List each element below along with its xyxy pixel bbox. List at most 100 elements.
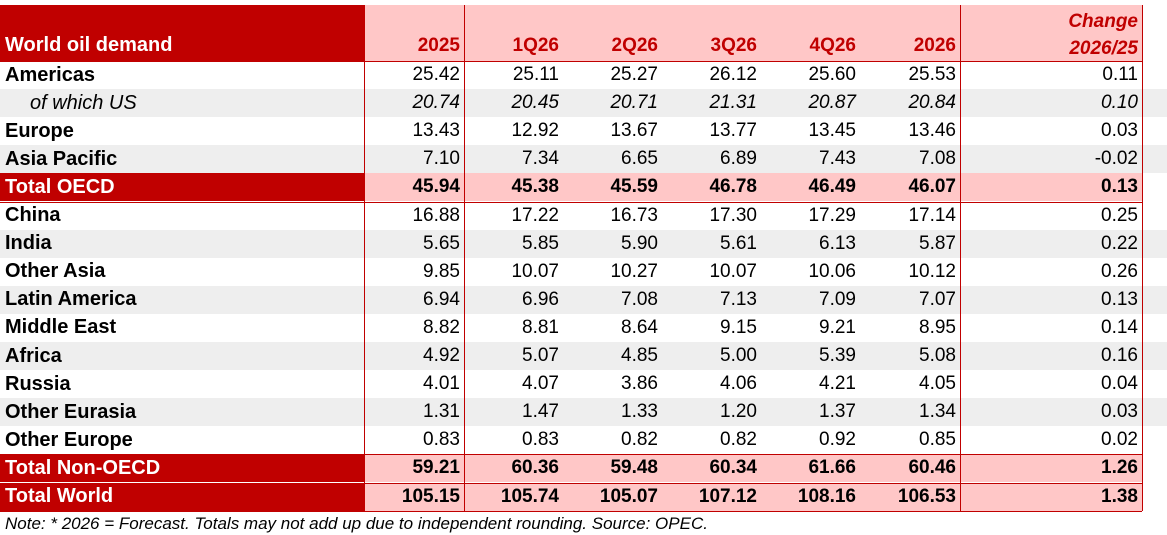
change-cell: 0.04 xyxy=(1101,373,1138,395)
value-cell: 17.29 xyxy=(808,204,856,226)
table-total-row: Total OECD 45.94 45.38 45.59 46.78 46.49 46.07… xyxy=(0,173,1167,202)
value-cell: 0.85 xyxy=(919,429,956,451)
value-cell: 0.82 xyxy=(720,429,757,451)
value-cell: 8.64 xyxy=(621,316,658,338)
grid-hline xyxy=(0,510,1142,512)
row-label: Asia Pacific xyxy=(5,147,118,170)
change-cell: 0.03 xyxy=(1101,120,1138,142)
header-background xyxy=(364,5,1142,61)
table-row: of which US 20.74 20.45 20.71 21.31 20.87 20.8… xyxy=(0,89,1167,118)
row-label: Americas xyxy=(5,63,96,86)
grid-vline xyxy=(960,5,961,511)
value-cell: 4.92 xyxy=(423,345,460,366)
value-cell: 16.88 xyxy=(412,204,460,226)
change-cell: 0.14 xyxy=(1101,316,1138,338)
value-cell: 7.34 xyxy=(522,148,559,170)
value-cell: 59.48 xyxy=(563,454,662,483)
value-cell: 20.84 xyxy=(908,92,956,114)
table-row: Other Eurasia 1.31 1.47 1.33 1.20 1.37 1.34 0.0… xyxy=(0,398,1167,427)
value-cell: 13.46 xyxy=(908,120,956,142)
grid-vline xyxy=(364,5,365,511)
change-cell: 0.22 xyxy=(1101,232,1138,254)
value-cell: 1.20 xyxy=(720,401,757,423)
row-label: Other Eurasia xyxy=(5,400,137,423)
change-cell: 0.10 xyxy=(1101,92,1138,114)
value-cell: 60.36 xyxy=(464,454,563,483)
change-cell: 1.26 xyxy=(960,454,1142,483)
row-label: Europe xyxy=(5,119,74,142)
value-cell: 13.67 xyxy=(610,120,658,142)
value-cell: 7.08 xyxy=(919,148,956,170)
value-cell: 5.07 xyxy=(522,345,559,366)
row-label: Other Asia xyxy=(5,260,106,283)
value-cell: 4.07 xyxy=(522,373,559,395)
value-cell: 16.73 xyxy=(610,204,658,226)
value-cell: 107.12 xyxy=(662,482,761,511)
value-cell: 46.78 xyxy=(662,173,761,202)
value-cell: 1.34 xyxy=(919,401,956,423)
row-label: Africa xyxy=(5,344,62,367)
value-cell: 60.46 xyxy=(860,454,960,483)
row-label: Middle East xyxy=(5,316,117,339)
value-cell: 20.87 xyxy=(808,92,856,114)
change-cell: 0.16 xyxy=(1101,345,1138,366)
header-change-line2: 2026/25 xyxy=(1069,38,1138,59)
value-cell: 25.11 xyxy=(512,64,559,85)
value-cell: 6.94 xyxy=(423,288,460,310)
value-cell: 7.43 xyxy=(819,148,856,170)
change-cell: 0.13 xyxy=(1101,288,1138,310)
row-label: Total World xyxy=(0,482,364,511)
value-cell: 59.21 xyxy=(364,454,464,483)
value-cell: 10.07 xyxy=(511,260,559,282)
row-label: Total Non-OECD xyxy=(0,454,364,483)
value-cell: 0.83 xyxy=(423,429,460,451)
header-col-1q26: 1Q26 xyxy=(512,35,559,56)
value-cell: 6.65 xyxy=(621,148,658,170)
table-row: Africa 4.92 5.07 4.85 5.00 5.39 5.08 0.16 xyxy=(0,342,1167,370)
value-cell: 4.85 xyxy=(621,345,658,366)
value-cell: 10.27 xyxy=(610,260,658,282)
value-cell: 25.42 xyxy=(412,64,460,85)
table-row: Asia Pacific 7.10 7.34 6.65 6.89 7.43 7.08 -0.0… xyxy=(0,145,1167,174)
change-cell: 0.13 xyxy=(960,173,1142,202)
value-cell: 0.83 xyxy=(522,429,559,451)
value-cell: 60.34 xyxy=(662,454,761,483)
value-cell: 5.65 xyxy=(423,232,460,254)
value-cell: 4.06 xyxy=(720,373,757,395)
value-cell: 9.15 xyxy=(720,316,757,338)
value-cell: 17.14 xyxy=(908,204,956,226)
header-title: World oil demand xyxy=(0,5,364,61)
table-row: Other Asia 9.85 10.07 10.27 10.07 10.06 10.12 0… xyxy=(0,258,1167,286)
header-change-line1: Change xyxy=(1068,11,1138,32)
value-cell: 4.05 xyxy=(919,373,956,395)
table-row: Other Europe 0.83 0.83 0.82 0.82 0.92 0.85 0.02 xyxy=(0,426,1167,454)
value-cell: 1.31 xyxy=(423,401,460,423)
row-label: India xyxy=(5,232,52,255)
value-cell: 8.82 xyxy=(423,316,460,338)
grid-hline xyxy=(0,61,1142,62)
value-cell: 5.87 xyxy=(919,232,956,254)
grid-vline xyxy=(464,5,465,511)
value-cell: 5.39 xyxy=(819,345,856,366)
value-cell: 0.82 xyxy=(621,429,658,451)
value-cell: 17.30 xyxy=(709,204,757,226)
value-cell: 8.95 xyxy=(919,316,956,338)
value-cell: 46.49 xyxy=(761,173,860,202)
footnote: Note: * 2026 = Forecast. Totals may not … xyxy=(5,514,708,533)
value-cell: 45.59 xyxy=(563,173,662,202)
grid-vline xyxy=(1142,5,1143,511)
row-label: of which US xyxy=(30,91,137,114)
grid-hline xyxy=(0,454,1142,456)
value-cell: 7.13 xyxy=(720,288,757,310)
value-cell: 105.15 xyxy=(364,482,464,511)
change-cell: 0.11 xyxy=(1102,64,1138,85)
value-cell: 20.71 xyxy=(610,92,658,114)
value-cell: 1.37 xyxy=(819,401,856,423)
value-cell: 1.33 xyxy=(621,401,658,423)
table-row: China 16.88 17.22 16.73 17.30 17.29 17.14 0.25 xyxy=(0,202,1167,230)
value-cell: 45.94 xyxy=(364,173,464,202)
header-col-2q26: 2Q26 xyxy=(611,35,658,56)
value-cell: 105.07 xyxy=(563,482,662,511)
change-cell: 0.02 xyxy=(1101,429,1138,451)
value-cell: 3.86 xyxy=(621,373,658,395)
